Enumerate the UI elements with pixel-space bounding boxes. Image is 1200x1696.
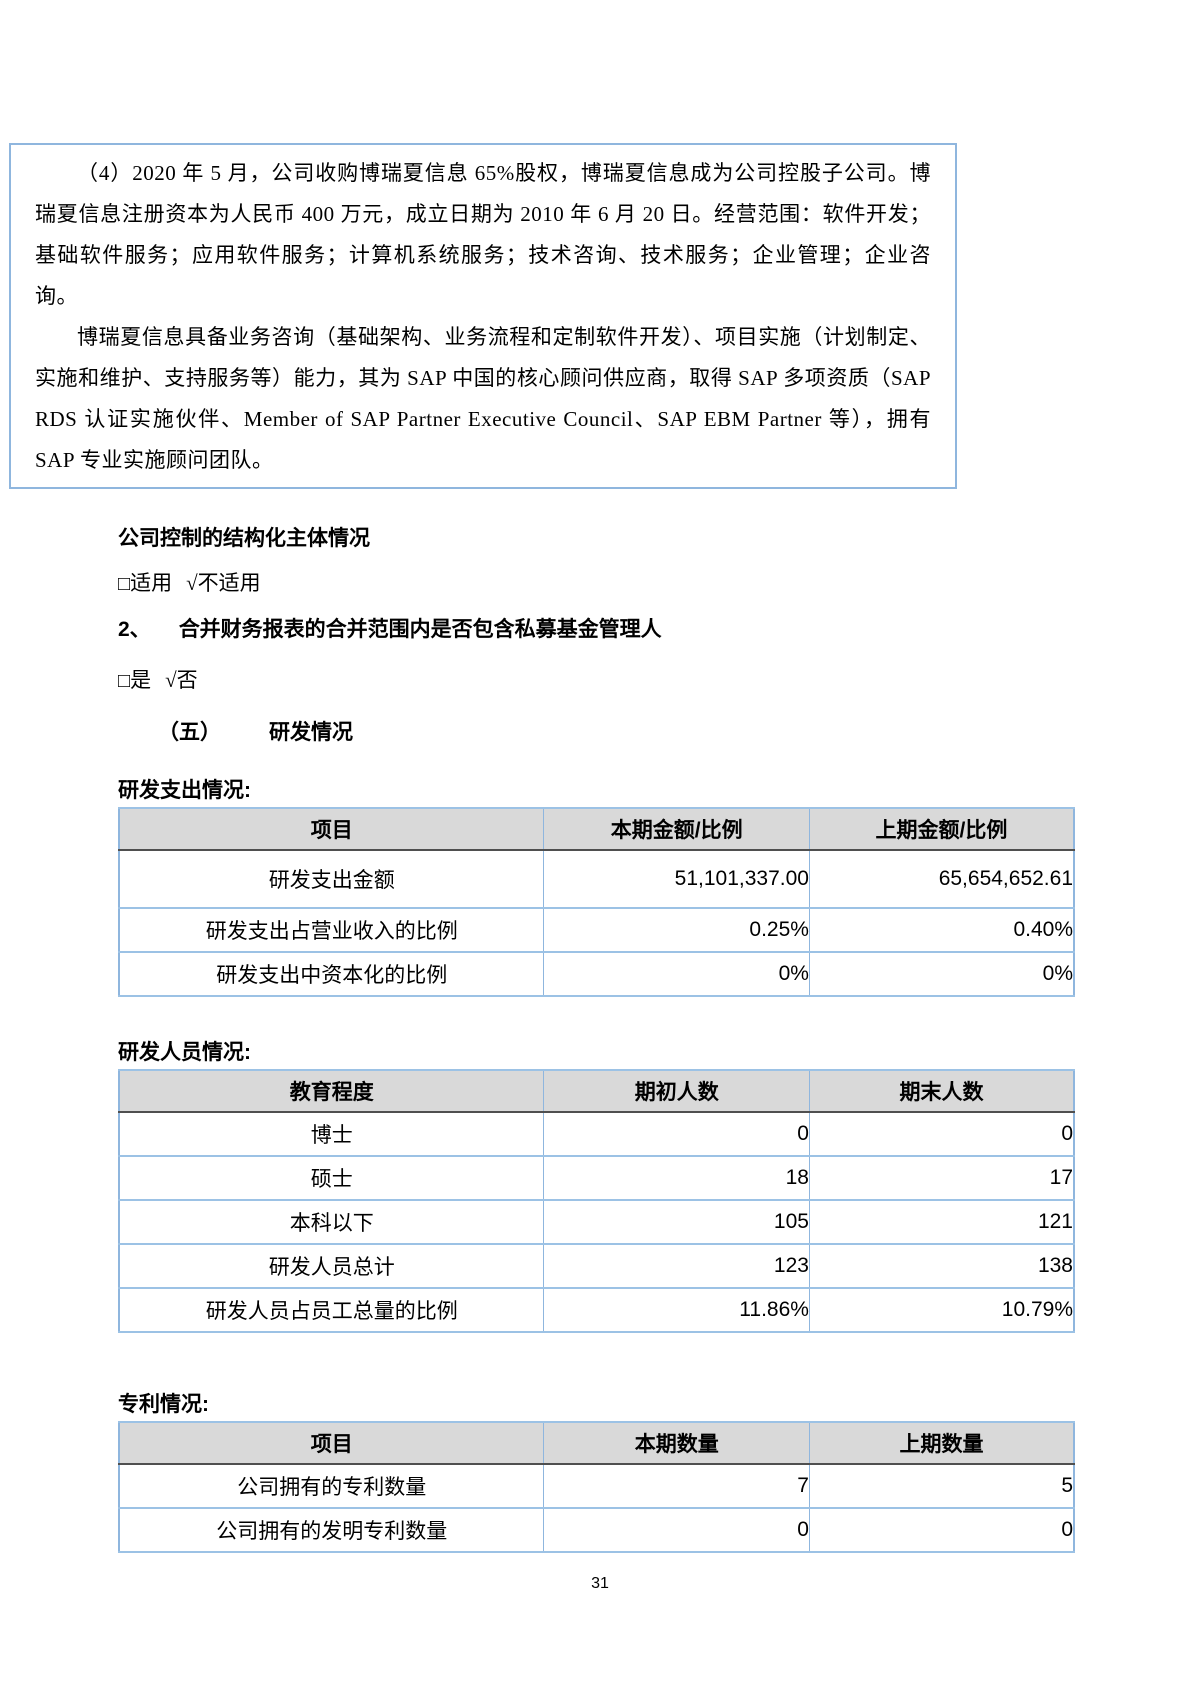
rd-expense-table-label: 研发支出情况: (118, 779, 251, 802)
unchecked-checkbox-icon: □ (118, 670, 131, 692)
prior-value-cell: 0 (808, 1507, 1075, 1553)
rd-expense-table: 项目 本期金额/比例 上期金额/比例 研发支出金额 51,101,337.00 … (118, 807, 1075, 997)
paragraph-acquisition: （4）2020 年 5 月，公司收购博瑞夏信息 65%股权，博瑞夏信息成为公司控… (35, 161, 931, 308)
table-row: 研发支出占营业收入的比例 0.25% 0.40% (118, 907, 1075, 953)
item2-title: 合并财务报表的合并范围内是否包含私募基金管理人 (178, 618, 662, 641)
current-value-cell: 0 (543, 1507, 810, 1553)
item-cell: 研发支出占营业收入的比例 (118, 907, 545, 953)
section5-heading: （五） 研发情况 (118, 719, 1075, 747)
current-value-cell: 11.86% (543, 1287, 810, 1333)
prior-value-cell: 10.79% (808, 1287, 1075, 1333)
yes-no-line: □是 √否 (118, 666, 1075, 695)
column-header-item: 项目 (118, 807, 545, 851)
section5-number: （五） (158, 721, 221, 744)
table-header-row: 项目 本期金额/比例 上期金额/比例 (118, 807, 1075, 851)
acquisition-note-box: （4）2020 年 5 月，公司收购博瑞夏信息 65%股权，博瑞夏信息成为公司控… (9, 143, 957, 489)
check-mark-icon: √ (165, 668, 177, 692)
paragraph-capabilities: 博瑞夏信息具备业务咨询（基础架构、业务流程和定制软件开发）、项目实施（计划制定、… (35, 325, 931, 472)
prior-value-cell: 0.40% (808, 907, 1075, 953)
patents-table-label: 专利情况: (118, 1393, 209, 1416)
column-header-education: 教育程度 (118, 1069, 545, 1113)
prior-value-cell: 17 (808, 1155, 1075, 1201)
option-not-applicable-label: 不适用 (197, 571, 261, 595)
section5-title: 研发情况 (269, 721, 353, 744)
prior-value-cell: 0 (808, 1111, 1075, 1157)
prior-value-cell: 5 (808, 1463, 1075, 1509)
current-value-cell: 0.25% (543, 907, 810, 953)
table-row: 研发人员占员工总量的比例 11.86% 10.79% (118, 1287, 1075, 1333)
column-header-prior: 上期金额/比例 (808, 807, 1075, 851)
table-row: 本科以下 105 121 (118, 1199, 1075, 1245)
item-cell: 公司拥有的专利数量 (118, 1463, 545, 1509)
column-header-end-count: 期末人数 (808, 1069, 1075, 1113)
structured-entity-heading: 公司控制的结构化主体情况 (118, 527, 370, 550)
table-row: 博士 0 0 (118, 1111, 1075, 1157)
rd-personnel-table-label: 研发人员情况: (118, 1041, 251, 1064)
table-row: 公司拥有的发明专利数量 0 0 (118, 1507, 1075, 1553)
prior-value-cell: 0% (808, 951, 1075, 997)
item-cell: 研发人员占员工总量的比例 (118, 1287, 545, 1333)
table-row: 研发支出金额 51,101,337.00 65,654,652.61 (118, 849, 1075, 909)
option-applicable-label: 适用 (130, 571, 173, 595)
applicability-line: □适用 √不适用 (118, 569, 1075, 598)
item2-number: 2、 (118, 618, 151, 641)
table-row: 公司拥有的专利数量 7 5 (118, 1463, 1075, 1509)
check-mark-icon: √ (186, 571, 198, 595)
current-value-cell: 0 (543, 1111, 810, 1157)
item-cell: 研发人员总计 (118, 1243, 545, 1289)
column-header-prior-count: 上期数量 (808, 1421, 1075, 1465)
page-number: 31 (591, 1575, 609, 1592)
item-cell: 研发支出金额 (118, 849, 545, 909)
item-cell: 硕士 (118, 1155, 545, 1201)
table-header-row: 教育程度 期初人数 期末人数 (118, 1069, 1075, 1113)
column-header-current-count: 本期数量 (543, 1421, 810, 1465)
item2-heading: 2、 合并财务报表的合并范围内是否包含私募基金管理人 (118, 616, 1075, 644)
table-row: 硕士 18 17 (118, 1155, 1075, 1201)
prior-value-cell: 65,654,652.61 (808, 849, 1075, 909)
column-header-item: 项目 (118, 1421, 545, 1465)
item-cell: 公司拥有的发明专利数量 (118, 1507, 545, 1553)
column-header-current: 本期金额/比例 (543, 807, 810, 851)
prior-value-cell: 121 (808, 1199, 1075, 1245)
current-value-cell: 0% (543, 951, 810, 997)
item-cell: 研发支出中资本化的比例 (118, 951, 545, 997)
item-cell: 本科以下 (118, 1199, 545, 1245)
unchecked-checkbox-icon: □ (118, 573, 131, 595)
table-row: 研发支出中资本化的比例 0% 0% (118, 951, 1075, 997)
current-value-cell: 105 (543, 1199, 810, 1245)
table-row: 研发人员总计 123 138 (118, 1243, 1075, 1289)
current-value-cell: 7 (543, 1463, 810, 1509)
item-cell: 博士 (118, 1111, 545, 1157)
current-value-cell: 51,101,337.00 (543, 849, 810, 909)
prior-value-cell: 138 (808, 1243, 1075, 1289)
current-value-cell: 18 (543, 1155, 810, 1201)
rd-personnel-table: 教育程度 期初人数 期末人数 博士 0 0 硕士 18 17 本科以下 (118, 1069, 1075, 1333)
table-header-row: 项目 本期数量 上期数量 (118, 1421, 1075, 1465)
column-header-begin-count: 期初人数 (543, 1069, 810, 1113)
option-yes-label: 是 (130, 668, 152, 692)
option-no-label: 否 (176, 668, 198, 692)
current-value-cell: 123 (543, 1243, 810, 1289)
patents-table: 项目 本期数量 上期数量 公司拥有的专利数量 7 5 公司拥有的发明专利数量 0… (118, 1421, 1075, 1553)
